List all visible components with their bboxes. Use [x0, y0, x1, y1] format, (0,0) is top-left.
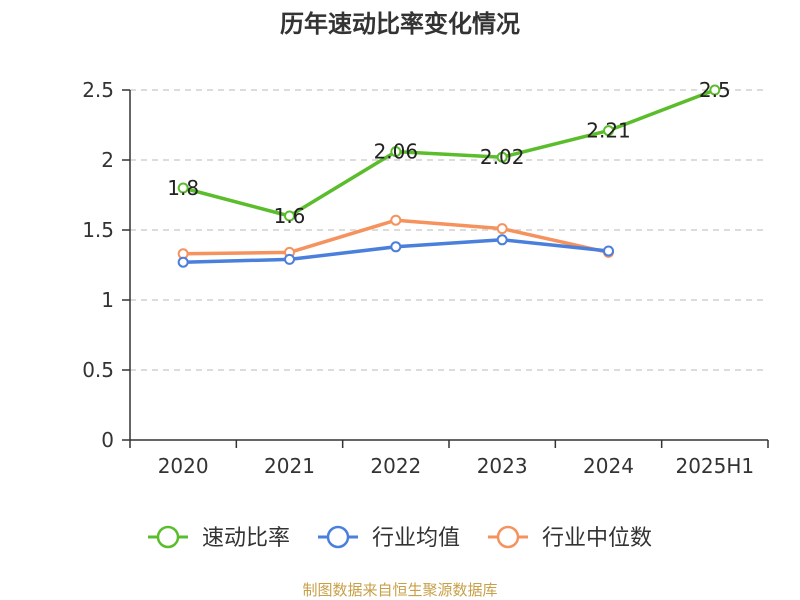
legend: 速动比率 行业均值 行业中位数: [148, 525, 652, 551]
series-layer: 1.8 1.6 2.06 2.02 2.21 2.5: [167, 78, 731, 268]
legend-swatch-marker: [326, 525, 350, 549]
data-point: [709, 84, 721, 96]
data-label: 2.5: [699, 78, 731, 102]
y-tick-label: 2: [101, 148, 114, 172]
data-label: 2.06: [374, 140, 419, 164]
data-point: [496, 234, 508, 246]
legend-label: 行业均值: [372, 526, 460, 551]
data-point: [177, 182, 189, 194]
x-tick-label: 2022: [370, 454, 421, 478]
x-tick-label: 2025H1: [675, 454, 754, 478]
data-label: 1.6: [274, 204, 306, 228]
data-point: [390, 146, 402, 158]
data-point: [390, 214, 402, 226]
y-tick-label: 0.5: [82, 358, 114, 382]
y-tick-label: 0: [101, 428, 114, 452]
legend-item: 行业中位数: [488, 525, 652, 551]
legend-item: 速动比率: [148, 525, 290, 551]
series-line: [181, 88, 717, 218]
x-tick-label: 2020: [158, 454, 209, 478]
source-note: 制图数据来自恒生聚源数据库: [302, 581, 497, 599]
legend-swatch-marker: [496, 525, 520, 549]
data-label: 2.21: [586, 119, 631, 143]
data-label: 2.02: [480, 145, 525, 169]
data-point: [284, 253, 295, 265]
chart-title: 历年速动比率变化情况: [280, 10, 520, 38]
legend-item: 行业均值: [318, 525, 460, 551]
x-tick-label: 2023: [477, 454, 528, 478]
data-label: 1.8: [167, 176, 199, 200]
data-point: [390, 241, 402, 253]
axes: 0 0.5 1 1.5 2 2.5 2020 2021 2022 2023 2024 2025H1: [82, 78, 769, 478]
x-tick-label: 2024: [583, 454, 634, 478]
y-tick-label: 1: [101, 288, 114, 312]
data-point: [496, 223, 508, 235]
data-point: [284, 210, 295, 222]
x-tick-label: 2021: [264, 454, 315, 478]
y-tick-label: 1.5: [82, 218, 114, 242]
data-point: [177, 256, 189, 268]
data-point: [603, 125, 614, 137]
legend-label: 速动比率: [202, 526, 290, 551]
legend-swatch-marker: [156, 525, 180, 549]
grid-lines: [130, 89, 768, 371]
legend-label: 行业中位数: [542, 526, 652, 551]
data-point: [603, 245, 614, 257]
y-tick-label: 2.5: [82, 78, 114, 102]
data-point: [496, 151, 508, 163]
